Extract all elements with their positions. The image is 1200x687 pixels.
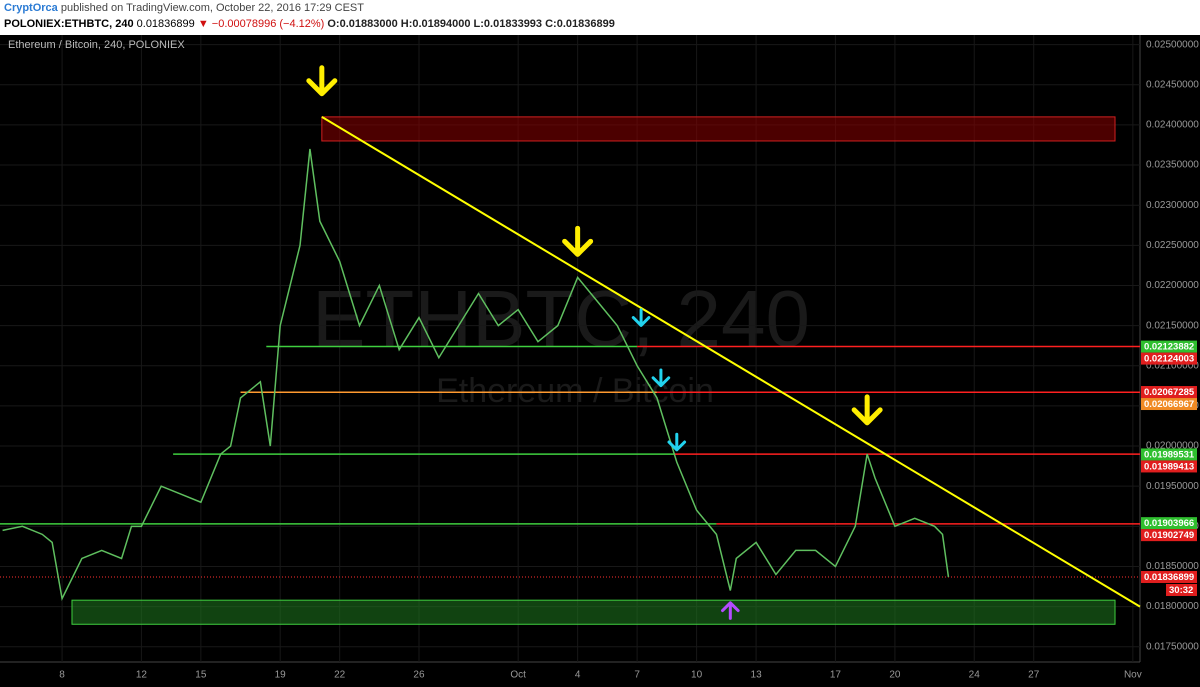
x-tick-label: 13 [751,670,763,681]
price-label: 0.01902749 [1144,530,1194,541]
y-tick-label: 0.02300000 [1146,200,1199,211]
x-tick-label: 26 [413,670,425,681]
price-label: 0.02067285 [1144,387,1195,398]
watermark-sub: Ethereum / Bitcoin [436,372,714,410]
x-tick-label: 12 [136,670,148,681]
x-tick-label: Oct [510,670,526,681]
price-label-bg [1141,386,1197,399]
chart-title: Ethereum / Bitcoin, 240, POLONIEX [8,39,185,51]
zone [71,599,1116,625]
x-tick-label: 22 [334,670,346,681]
countdown-bg [1166,583,1197,596]
y-tick-label: 0.02150000 [1146,320,1199,331]
price-label: 0.01836899 [1144,572,1194,583]
price-line [2,148,950,601]
y-tick-label: 0.02450000 [1146,79,1199,90]
y-tick-label: 0.02400000 [1146,120,1199,131]
price-label-bg [1141,352,1197,365]
price-label-bg [1141,460,1197,473]
arrow [651,368,671,388]
price-label: 0.02123882 [1144,342,1194,353]
countdown: 30:32 [1169,585,1193,596]
y-tick-label: 0.02000000 [1146,441,1199,452]
ohlc: O:0.01883000 H:0.01894000 L:0.01833993 C… [327,18,615,30]
arrow [851,394,883,426]
y-tick-label: 0.02350000 [1146,160,1199,171]
y-tick-label: 0.01750000 [1146,641,1199,652]
arrow [631,308,651,327]
price-label-bg [1141,448,1197,461]
trendline [321,116,1141,608]
zone [321,116,1116,142]
price-label: 0.01903966 [1144,518,1194,529]
price-label: 0.01989531 [1144,449,1195,460]
arrow [562,225,594,257]
y-tick-label: 0.01850000 [1146,561,1199,572]
y-tick-label: 0.02250000 [1146,240,1199,251]
x-tick-label: 8 [59,670,65,681]
y-tick-label: 0.02200000 [1146,280,1199,291]
header: CryptOrca published on TradingView.com, … [0,0,1200,35]
x-tick-label: Nov [1124,670,1142,681]
price-label-bg [1141,517,1197,530]
x-tick-label: 17 [830,670,842,681]
y-tick-label: 0.02100000 [1146,360,1199,371]
header-line: POLONIEX:ETHBTC, 240 0.01836899 ▼ −0.000… [4,16,1200,32]
price-label-bg [1141,529,1197,542]
x-tick-label: 19 [275,670,287,681]
price-label-bg [1141,570,1197,583]
price-label-bg [1141,340,1197,353]
last: 0.01836899 [136,18,195,30]
symbol: POLONIEX:ETHBTC, 240 [4,18,134,30]
header-line: CryptOrca published on TradingView.com, … [4,0,1200,16]
x-tick-label: 10 [691,670,703,681]
x-tick-label: 20 [889,670,901,681]
chart: ETHBTC, 240 Ethereum / Bitcoin 0.0175000… [0,35,1199,681]
x-tick-label: 7 [634,670,640,681]
price-label: 0.02124003 [1144,354,1194,365]
x-tick-label: 4 [575,670,581,681]
arrow [306,65,338,97]
x-tick-label: 15 [195,670,207,681]
x-tick-label: 27 [1028,670,1040,681]
arrow [667,432,687,452]
change: ▼ −0.00078996 (−4.12%) [197,18,325,30]
y-tick-label: 0.02500000 [1146,39,1199,50]
arrow [721,601,740,620]
price-label: 0.02066967 [1144,399,1194,410]
price-label: 0.01989413 [1144,461,1194,472]
y-tick-label: 0.01950000 [1146,481,1199,492]
price-label-bg [1141,398,1197,411]
y-tick-label: 0.01800000 [1146,601,1199,612]
author: CryptOrca [4,2,58,14]
x-tick-label: 24 [969,670,981,681]
published: published on TradingView.com, October 22… [60,2,364,14]
